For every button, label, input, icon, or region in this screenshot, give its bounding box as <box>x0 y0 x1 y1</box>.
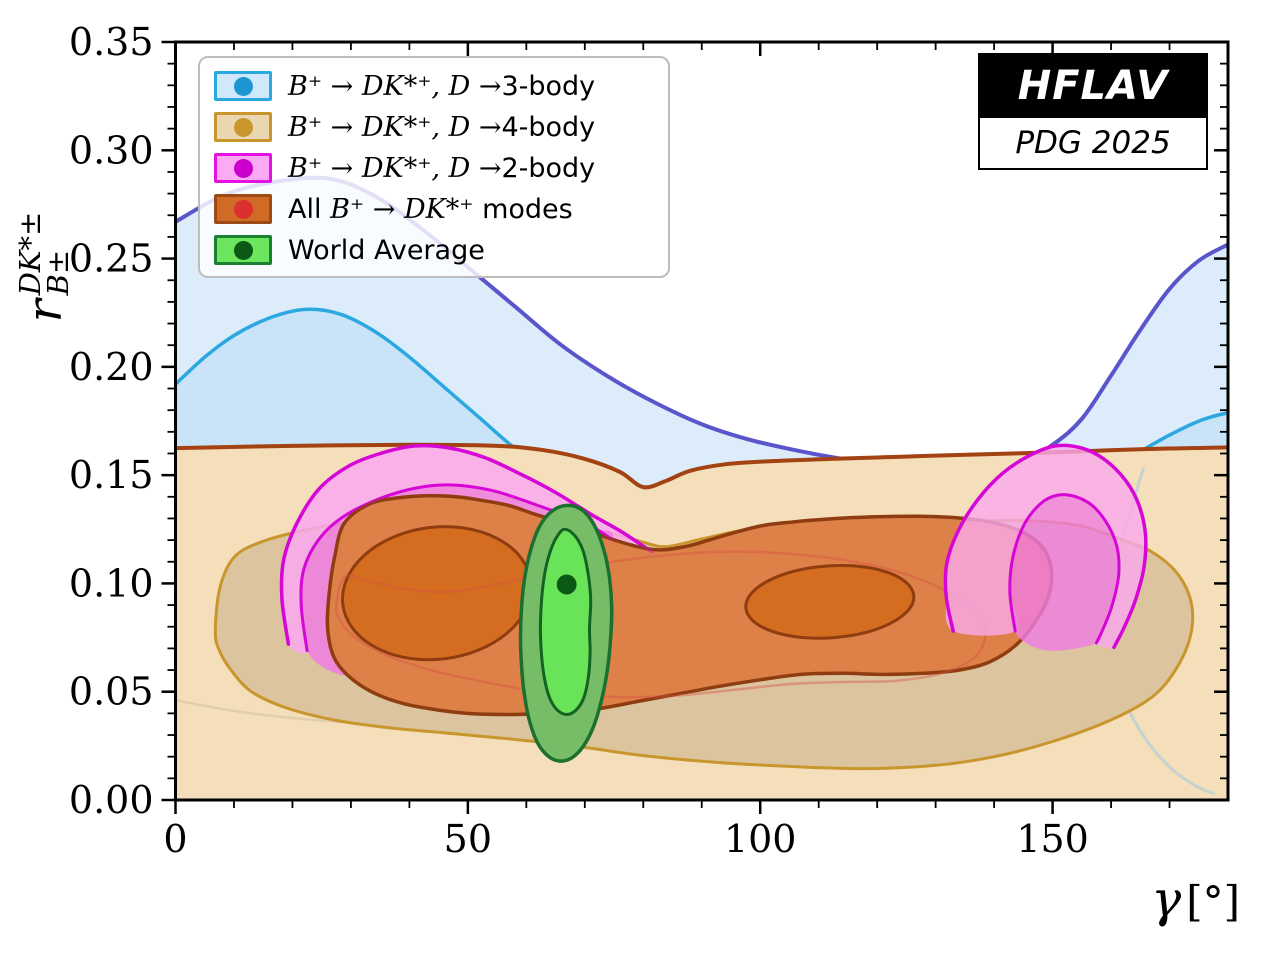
legend-marker-dot <box>233 76 253 96</box>
y-tick-label: 0.15 <box>69 453 154 497</box>
legend-label: B⁺ → DK*⁺, D →2-body <box>288 152 596 184</box>
y-axis-label: r DK*± B± <box>13 97 75 437</box>
y-tick-label: 0.20 <box>69 345 154 389</box>
y-axis-label-sub: B± <box>41 249 75 296</box>
legend-patch <box>214 153 272 183</box>
y-tick-label: 0.00 <box>69 778 154 822</box>
legend-patch <box>214 235 272 265</box>
legend-item: B⁺ → DK*⁺, D →2-body <box>214 148 656 188</box>
2body-95-band-right <box>945 445 1146 649</box>
legend-marker-dot <box>233 158 253 178</box>
y-tick-label: 0.05 <box>69 670 154 714</box>
axes: 0 50 100 150 0.00 0.05 0.10 0.15 0.20 0.25 0.30 0.3… <box>69 20 1230 861</box>
2body-95-band-left <box>281 445 653 654</box>
x-tick-label: 150 <box>1016 817 1089 861</box>
2body-68-region-right <box>1009 494 1120 651</box>
y-tick-label: 0.35 <box>69 20 154 64</box>
y-tick-label: 0.25 <box>69 237 154 281</box>
legend-item: All B⁺ → DK*⁺ modes <box>214 189 656 229</box>
hflav-badge-title: HFLAV <box>978 53 1208 118</box>
x-tick-label: 50 <box>444 817 492 861</box>
legend-marker-dot <box>233 240 253 260</box>
x-tick-label: 0 <box>163 817 187 861</box>
legend-label: B⁺ → DK*⁺, D →3-body <box>288 70 596 102</box>
contour-layers <box>175 175 1228 800</box>
legend-patch <box>214 71 272 101</box>
x-axis-label-unit: [°] <box>1186 877 1240 926</box>
x-tick-label: 100 <box>724 817 797 861</box>
legend: B⁺ → DK*⁺, D →3-body B⁺ → DK*⁺, D →4-body… <box>198 56 670 278</box>
wa-68-region <box>538 527 593 716</box>
hflav-badge-subtitle: PDG 2025 <box>978 118 1208 170</box>
y-axis-label-base: r <box>17 299 73 323</box>
2body-68-line-right <box>1008 493 1121 645</box>
y-tick-label: 0.30 <box>69 128 154 172</box>
legend-marker-dot <box>233 117 253 137</box>
wa-central-value <box>556 574 577 595</box>
2body-95-line-right <box>943 443 1148 650</box>
all-68-lobe-right <box>744 563 916 640</box>
legend-label: All B⁺ → DK*⁺ modes <box>288 193 573 225</box>
legend-label: B⁺ → DK*⁺, D →4-body <box>288 111 596 143</box>
x-axis-label: γ [°] <box>1060 870 1240 928</box>
legend-marker-dot <box>233 199 253 219</box>
x-axis-label-symbol: γ <box>1151 870 1182 928</box>
legend-item: B⁺ → DK*⁺, D →4-body <box>214 107 656 147</box>
legend-patch <box>214 112 272 142</box>
hflav-badge: HFLAV PDG 2025 <box>978 53 1208 170</box>
legend-item: B⁺ → DK*⁺, D →3-body <box>214 66 656 106</box>
legend-label: World Average <box>288 234 485 266</box>
all-95-line <box>175 442 1228 490</box>
legend-patch <box>214 194 272 224</box>
legend-item: World Average <box>214 230 656 270</box>
3body-68-line-right <box>1144 411 1228 450</box>
y-tick-label: 0.10 <box>69 561 154 605</box>
